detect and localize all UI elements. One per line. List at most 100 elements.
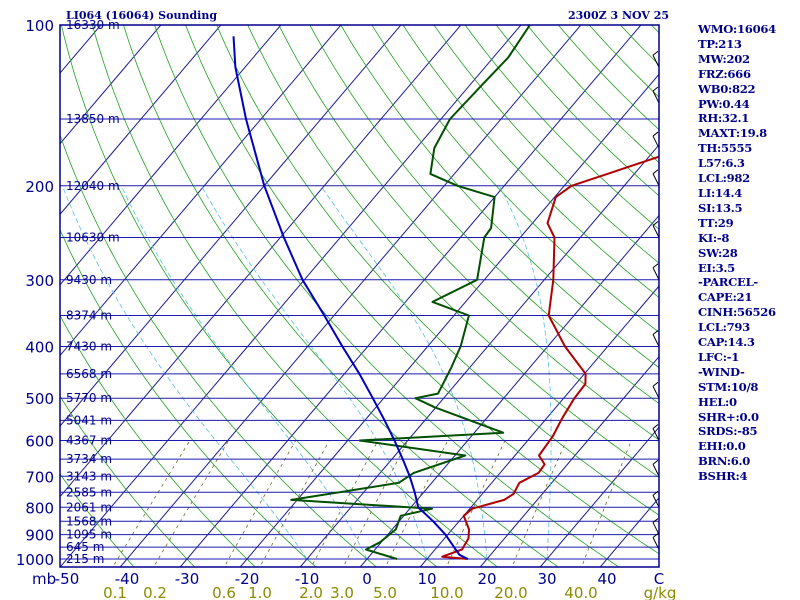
height-label: 5041 m — [66, 413, 112, 427]
temperature-tick-label: 0 — [362, 570, 372, 588]
dry-adiabat-line — [371, 25, 659, 333]
wind-barb-flag — [652, 459, 659, 465]
mixing-ratio-tick-label: 2.0 — [299, 584, 323, 600]
wind-barb-flag — [652, 169, 659, 175]
mixing-ratio-line — [342, 440, 409, 567]
wind-barb — [652, 495, 660, 508]
dry-adiabat-line — [60, 314, 256, 567]
isotherm-line — [479, 355, 659, 567]
height-label: 12040 m — [66, 179, 120, 193]
height-label: 8374 m — [66, 309, 112, 323]
mixing-ratio-unit: g/kg — [644, 584, 677, 600]
wind-barb-flag — [652, 263, 659, 269]
height-label: 3143 m — [66, 469, 112, 483]
index-line: SRDS:-85 — [698, 424, 758, 439]
wind-barb — [652, 537, 660, 550]
pressure-tick-label: 1000 — [16, 551, 54, 569]
chart-time: 2300Z 3 NOV 25 — [568, 9, 670, 22]
wind-barb — [652, 225, 660, 238]
index-line: WMO:16064 — [698, 22, 776, 36]
wind-barb-flag — [652, 330, 659, 335]
wind-barb — [652, 55, 660, 68]
mixing-ratio-tick-label: 0.1 — [103, 584, 127, 600]
mixing-ratio-tick-label: 3.0 — [330, 584, 354, 600]
index-line: MAXT:19.8 — [698, 126, 767, 141]
mixing-ratio-line — [511, 440, 567, 567]
height-label: 215 m — [66, 552, 104, 566]
isotherm-line — [60, 25, 282, 286]
mixing-ratio-tick-label: 0.2 — [143, 584, 167, 600]
index-line: SHR+:0.0 — [698, 409, 759, 424]
dry-adiabat-line — [216, 25, 659, 516]
index-line: BRN:6.0 — [698, 454, 750, 469]
index-line: -PARCEL- — [698, 275, 758, 290]
index-line: TH:5555 — [698, 141, 753, 156]
mixing-ratio-line — [153, 440, 230, 567]
wind-barb-flag — [652, 86, 659, 92]
index-line: L57:6.3 — [698, 156, 745, 171]
pressure-tick-label: 200 — [25, 178, 54, 196]
wind-barbs — [652, 50, 660, 550]
sounding-traces — [232, 25, 659, 560]
pressure-tick-label: 400 — [25, 339, 54, 357]
height-label: 4367 m — [66, 434, 112, 448]
mixing-ratio-line — [259, 440, 330, 567]
wind-barb — [652, 522, 660, 535]
index-line: LCL:793 — [698, 320, 750, 335]
dry-adiabat-line — [123, 25, 559, 567]
mixing-ratio-tick-label: 0.6 — [212, 584, 236, 600]
index-line: BSHR:4 — [698, 469, 748, 484]
index-line: CINH:56526 — [698, 305, 776, 320]
index-line: PW:0.44 — [698, 96, 750, 111]
index-line: SW:28 — [698, 245, 738, 260]
isotherm-line — [60, 25, 402, 427]
stability-indices-panel: WMO:16064 TP:213 MW:202 FRZ:666 WB0:822 PW:0.… — [698, 22, 798, 484]
temperature-tick-label: -10 — [295, 570, 320, 588]
index-line: -WIND- — [698, 364, 745, 379]
pressure-tick-label: 100 — [25, 17, 54, 35]
isotherm-line — [60, 25, 222, 216]
height-label: 9430 m — [66, 273, 112, 287]
temperature-tick-label: 20 — [477, 570, 496, 588]
dry-adiabat-line — [60, 473, 135, 567]
isotherm-line — [239, 73, 659, 567]
dry-adiabat-line — [60, 395, 196, 567]
index-line: FRZ:666 — [698, 66, 751, 81]
temperature-trace — [441, 155, 659, 560]
isotherm-line — [60, 25, 522, 567]
height-label: 5770 m — [66, 391, 112, 405]
temperature-tick-label: -20 — [235, 570, 260, 588]
index-line: STM:10/8 — [698, 379, 759, 394]
chart-grid — [60, 25, 659, 567]
height-label: 1568 m — [66, 514, 112, 528]
wind-barb-flag — [652, 221, 659, 226]
isotherm-line — [359, 214, 659, 567]
dewpoint-trace — [290, 25, 531, 560]
index-line: KI:-8 — [698, 230, 730, 245]
height-label: 13850 m — [66, 112, 120, 126]
mixing-ratio-line — [446, 440, 506, 567]
wind-barb-flag — [652, 490, 659, 496]
dry-adiabat-line — [91, 25, 499, 567]
temperature-tick-label: -30 — [175, 570, 200, 588]
isotherm-line — [60, 25, 162, 145]
wind-barb-flag — [652, 533, 659, 538]
height-label: 3734 m — [66, 452, 112, 466]
isotherm-line — [179, 25, 642, 567]
dry-adiabat-line — [433, 25, 659, 264]
mixing-ratio-tick-label: 20.0 — [494, 584, 527, 600]
index-line: LI:14.4 — [698, 185, 742, 200]
temperature-tick-label: 30 — [537, 570, 556, 588]
index-line: EI:3.5 — [698, 260, 735, 275]
pressure-tick-label: 500 — [25, 390, 54, 408]
pressure-tick-label: 900 — [25, 527, 54, 545]
wind-barb — [652, 90, 660, 104]
temperature-tick-label: -50 — [55, 570, 80, 588]
wind-barb-flag — [652, 131, 659, 137]
pressure-tick-label: 800 — [25, 499, 54, 517]
wind-barb — [652, 386, 660, 399]
dry-adiabat-line — [278, 25, 659, 441]
dry-adiabat-line — [60, 133, 378, 567]
